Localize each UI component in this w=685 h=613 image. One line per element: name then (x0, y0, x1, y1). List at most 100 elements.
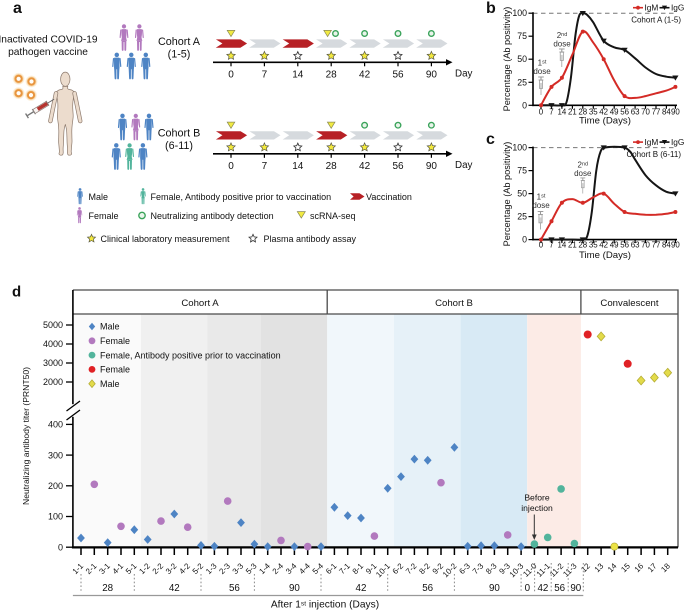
svg-text:7: 7 (262, 161, 268, 172)
svg-text:0: 0 (522, 100, 527, 110)
svg-text:4000: 4000 (43, 339, 63, 349)
svg-text:Percentage (Ab positivity): Percentage (Ab positivity) (502, 142, 512, 247)
svg-text:Male: Male (100, 322, 120, 332)
svg-text:21: 21 (568, 241, 577, 250)
svg-text:10-1: 10-1 (374, 561, 392, 579)
svg-text:4-1: 4-1 (111, 561, 126, 576)
svg-text:84: 84 (662, 241, 671, 250)
svg-text:Plasma antibody assay: Plasma antibody assay (264, 234, 357, 244)
svg-text:Female: Female (100, 365, 130, 375)
svg-text:Before: Before (524, 493, 550, 503)
svg-text:injection: injection (521, 503, 553, 513)
svg-text:42: 42 (359, 70, 371, 81)
svg-text:90: 90 (426, 161, 438, 172)
svg-text:5-2: 5-2 (191, 561, 206, 576)
svg-text:1-3: 1-3 (204, 561, 219, 576)
svg-text:4-2: 4-2 (177, 561, 192, 576)
svg-text:75: 75 (517, 31, 527, 41)
svg-text:dose: dose (574, 169, 592, 178)
svg-text:Male: Male (89, 192, 109, 202)
svg-text:1-1: 1-1 (71, 561, 86, 576)
svg-text:b: b (486, 0, 496, 17)
svg-text:100: 100 (48, 512, 63, 522)
svg-text:c: c (486, 131, 495, 148)
svg-text:35: 35 (589, 241, 598, 250)
svg-text:7-1: 7-1 (337, 561, 352, 576)
svg-text:14: 14 (558, 241, 567, 250)
svg-text:12: 12 (579, 561, 592, 574)
svg-text:dose: dose (533, 67, 551, 76)
svg-text:IgG: IgG (671, 3, 684, 13)
svg-text:2nd: 2nd (578, 161, 589, 170)
svg-text:scRNA-seq: scRNA-seq (310, 211, 356, 221)
svg-text:14: 14 (606, 561, 619, 574)
svg-text:0: 0 (522, 235, 527, 245)
svg-text:Female: Female (100, 336, 130, 346)
svg-text:42: 42 (599, 107, 608, 116)
svg-text:Clinical laboratory measuremen: Clinical laboratory measurement (101, 234, 231, 244)
svg-text:300: 300 (48, 450, 63, 460)
svg-text:3-4: 3-4 (284, 561, 299, 576)
svg-text:49: 49 (610, 241, 619, 250)
svg-text:56: 56 (554, 583, 565, 594)
svg-text:3-3: 3-3 (231, 561, 246, 576)
svg-text:42: 42 (537, 583, 548, 594)
svg-text:IgM: IgM (645, 137, 659, 147)
svg-text:8-3: 8-3 (484, 561, 499, 576)
svg-text:5-1: 5-1 (124, 561, 139, 576)
svg-text:0: 0 (525, 583, 531, 594)
svg-text:84: 84 (662, 107, 671, 116)
svg-text:0: 0 (228, 161, 234, 172)
svg-text:3000: 3000 (43, 358, 63, 368)
svg-text:Cohort A (1-5): Cohort A (1-5) (631, 16, 681, 25)
svg-text:28: 28 (578, 241, 587, 250)
svg-text:8-1: 8-1 (351, 561, 366, 576)
svg-text:28: 28 (326, 161, 338, 172)
svg-text:28: 28 (102, 583, 113, 594)
svg-text:Female: Female (89, 211, 119, 221)
svg-text:7-3: 7-3 (471, 561, 486, 576)
svg-text:7: 7 (549, 107, 553, 116)
svg-text:Cohort B (6-11): Cohort B (6-11) (626, 150, 681, 159)
svg-text:2000: 2000 (43, 377, 63, 387)
svg-text:77: 77 (652, 107, 661, 116)
svg-text:14: 14 (558, 107, 567, 116)
svg-text:11-3: 11-3 (561, 561, 579, 579)
svg-text:42: 42 (359, 161, 371, 172)
svg-text:Female, Antibody positive prio: Female, Antibody positive prior to vacci… (100, 350, 281, 360)
svg-text:5-4: 5-4 (311, 561, 326, 576)
svg-text:90: 90 (289, 583, 300, 594)
svg-text:17: 17 (646, 561, 659, 574)
svg-text:2nd: 2nd (557, 31, 568, 40)
svg-text:63: 63 (631, 241, 640, 250)
svg-text:90: 90 (489, 583, 500, 594)
svg-text:75: 75 (517, 166, 527, 176)
svg-text:6-2: 6-2 (391, 561, 406, 576)
svg-text:28: 28 (326, 70, 338, 81)
svg-text:d: d (12, 284, 21, 301)
svg-text:3-2: 3-2 (164, 561, 179, 576)
svg-text:1-2: 1-2 (137, 561, 152, 576)
svg-text:6-3: 6-3 (457, 561, 472, 576)
svg-text:4-4: 4-4 (297, 561, 312, 576)
svg-text:a: a (13, 0, 22, 17)
svg-text:3-1: 3-1 (97, 561, 112, 576)
svg-text:2-1: 2-1 (84, 561, 99, 576)
svg-text:5-3: 5-3 (244, 561, 259, 576)
svg-text:15: 15 (619, 561, 632, 574)
svg-text:1st: 1st (537, 193, 546, 202)
svg-text:50: 50 (517, 54, 527, 64)
svg-text:0: 0 (58, 542, 63, 552)
svg-text:0: 0 (539, 241, 544, 250)
svg-text:25: 25 (517, 212, 527, 222)
svg-text:25: 25 (517, 77, 527, 87)
svg-text:1-4: 1-4 (257, 561, 272, 576)
svg-text:Day: Day (455, 160, 473, 171)
svg-text:IgM: IgM (645, 3, 659, 13)
svg-text:90: 90 (426, 70, 438, 81)
svg-text:200: 200 (48, 481, 63, 491)
svg-text:Cohort B: Cohort B (158, 128, 201, 140)
svg-text:70: 70 (641, 241, 650, 250)
svg-text:100: 100 (512, 143, 527, 153)
svg-text:0: 0 (539, 107, 544, 116)
